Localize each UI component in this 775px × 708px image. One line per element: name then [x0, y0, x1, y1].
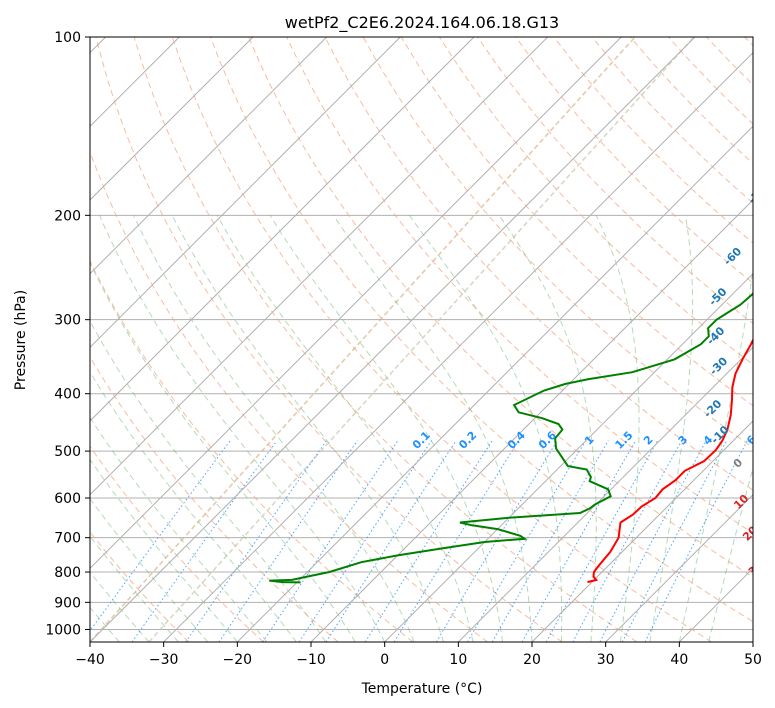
- y-tick-label: 100: [54, 30, 81, 46]
- x-axis-label: Temperature (°C): [361, 681, 483, 697]
- dry-adiabat-line: [90, 445, 264, 642]
- dry-adiabat-line: [210, 37, 753, 623]
- moist-adiabat-line: [332, 215, 533, 642]
- moist-adiabat-label: 30: [746, 558, 766, 578]
- x-tick-label: −40: [75, 652, 105, 668]
- mixing-ratio-line: [521, 440, 637, 642]
- mixing-ratio-line: [491, 440, 609, 642]
- x-tick-label: 20: [523, 652, 541, 668]
- mixing-ratio-line: [325, 440, 457, 642]
- dry-adiabat-line: [90, 356, 339, 642]
- x-axis-ticks: −40 −30 −20 −10 0 10 20 30 40 50: [75, 642, 762, 668]
- y-tick-label: 1000: [45, 622, 81, 638]
- mixing-ratio-line: [435, 440, 558, 642]
- moist-adiabat-line: [216, 215, 474, 642]
- y-tick-label: 400: [54, 387, 81, 403]
- dry-adiabats: [90, 37, 753, 642]
- moist-adiabat-line: [269, 215, 503, 642]
- moist-adiabat-line: [595, 215, 640, 642]
- dry-adiabat-line: [248, 37, 753, 578]
- x-tick-label: 30: [597, 652, 615, 668]
- isotherm-line: [90, 37, 622, 570]
- mixing-ratio-line: [298, 440, 432, 642]
- moist-adiabat-line: [90, 370, 297, 642]
- y-tick-label: 800: [54, 565, 81, 581]
- moist-adiabat-line: [99, 215, 386, 642]
- profile-series: [269, 291, 753, 584]
- moist-adiabat-line: [649, 215, 694, 642]
- mixing-ratio-line: [262, 440, 399, 642]
- dry-adiabat-line: [515, 37, 753, 284]
- plot-area: -100-90-80-70-60-50-40-30-20-100.10.20.4…: [90, 37, 769, 642]
- mixing-ratio-line: [131, 440, 278, 642]
- y-tick-label: 600: [54, 491, 81, 507]
- moist-adiabat-line: [678, 264, 753, 642]
- dry-adiabat-line: [324, 37, 753, 491]
- mixing-ratio-line: [467, 440, 587, 642]
- mixing-ratio-line: [364, 440, 493, 642]
- dry-adiabat-label: -70: [746, 183, 769, 206]
- mixing-ratio-line: [185, 440, 328, 642]
- x-tick-label: −10: [296, 652, 326, 668]
- y-axis-label: Pressure (hPa): [13, 290, 29, 390]
- isotherm-line: [90, 37, 401, 349]
- y-axis-ticks: 100 200 300 400 500 600 700 800 900 1000: [45, 30, 90, 638]
- moist-adiabat-line: [90, 416, 268, 642]
- mixing-ratio-line: [545, 440, 659, 642]
- isotherm-line: [531, 420, 753, 642]
- moist-adiabat-line: [90, 497, 209, 642]
- moist-adiabat-line: [90, 458, 238, 642]
- isotherm-line: [90, 37, 549, 496]
- temperature-profile-line: [587, 337, 753, 584]
- moist-adiabat-line: [90, 261, 356, 642]
- chart-title: wetPf2_C2E6.2024.164.06.18.G13: [285, 13, 559, 33]
- x-tick-label: 0: [380, 652, 389, 668]
- dry-adiabat-line: [133, 37, 638, 642]
- isotherm-line: [605, 493, 753, 642]
- x-tick-label: −20: [223, 652, 253, 668]
- mixing-ratio-line: [644, 440, 748, 642]
- y-tick-label: 900: [54, 595, 81, 611]
- isotherm-line: [90, 37, 254, 201]
- isotherm-line: [236, 125, 753, 642]
- mixing-ratio-line: [572, 440, 683, 642]
- plot-frame: [89, 36, 754, 643]
- mixing-ratio-line: [90, 440, 231, 632]
- isotherm-line: [90, 37, 475, 422]
- x-tick-label: 50: [744, 652, 762, 668]
- isotherm-line: [90, 37, 696, 642]
- x-tick-label: 10: [449, 652, 467, 668]
- moist-adiabat-line: [171, 215, 445, 642]
- mixing-ratio-label: 6: [744, 433, 759, 448]
- isotherm-line: [310, 199, 753, 642]
- moist-adiabats: [90, 215, 753, 642]
- y-tick-label: 500: [54, 444, 81, 460]
- reference-arc: [148, 37, 695, 642]
- isotherm-line: [163, 51, 753, 642]
- dry-adiabat-line: [286, 37, 753, 534]
- moist-adiabat-line: [133, 215, 415, 642]
- y-tick-label: 300: [54, 313, 81, 329]
- moist-adiabat-line: [90, 320, 327, 642]
- dewpoint-profile-line: [269, 291, 753, 584]
- reference-arc: [90, 37, 636, 642]
- dry-adiabat-line: [171, 37, 712, 642]
- dry-adiabat-line: [90, 259, 414, 642]
- isotherm-line: [457, 346, 753, 642]
- moist-adiabat-line: [408, 215, 563, 642]
- y-tick-label: 700: [54, 531, 81, 547]
- dry-adiabat-line: [95, 37, 563, 642]
- grid-layer: [90, 37, 753, 642]
- y-tick-label: 200: [54, 208, 81, 224]
- x-tick-label: 40: [670, 652, 688, 668]
- x-tick-label: −30: [149, 652, 179, 668]
- isotherm-line: [90, 37, 328, 275]
